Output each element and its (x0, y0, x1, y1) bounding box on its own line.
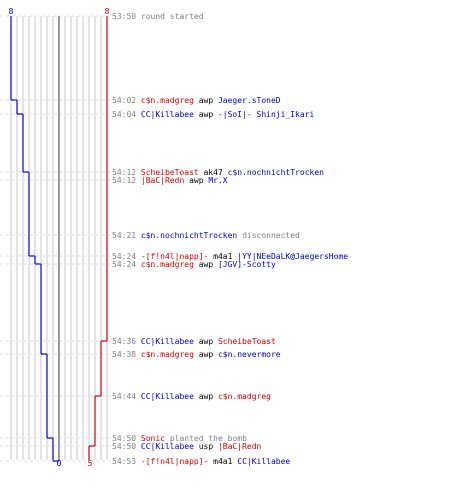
blue-start-count: 8 (9, 7, 14, 16)
event-part: ScheibeToast (136, 168, 199, 177)
event-part: awp (194, 337, 213, 346)
event-entry: 54:50 Sonic planted the bomb (112, 434, 247, 443)
event-part: CC|Killabee (232, 457, 290, 466)
event-part: Mr.X (204, 176, 228, 185)
event-part: m4a1 (208, 457, 232, 466)
event-part: c$n.madgreg (136, 96, 194, 105)
event-part: awp (184, 176, 203, 185)
event-time: 54:38 (112, 350, 136, 359)
event-part: CC|Killabee (136, 392, 194, 401)
red-end-count: 5 (88, 459, 93, 468)
event-entry: 54:04 CC|Killabee awp -|SoI|- Shinji_Ika… (112, 110, 314, 119)
event-part: -[f!n4l|napp]- (136, 252, 208, 261)
event-entry: 53:50 round started (112, 12, 204, 21)
event-time: 54:50 (112, 442, 136, 451)
event-part: CC|Killabee (136, 110, 194, 119)
event-entry: 54:24 -[f!n4l|napp]- m4a1 |YY|NEeDaLK@Ja… (112, 252, 348, 261)
event-part: -|SoI|- Shinji_Ikari (213, 110, 314, 119)
event-part: awp (194, 350, 213, 359)
event-entry: 54:02 c$n.madgreg awp Jaeger.sToneD (112, 96, 281, 105)
event-time: 54:36 (112, 337, 136, 346)
event-time: 53:50 (112, 12, 136, 21)
event-part: c$n.madgreg (136, 350, 194, 359)
blue-team-alive-line (10, 16, 60, 462)
event-part: ScheibeToast (213, 337, 276, 346)
red-start-count: 8 (105, 7, 110, 16)
timeline-grid (0, 15, 112, 462)
event-part: Jaeger.sToneD (213, 96, 281, 105)
event-time: 54:24 (112, 260, 136, 269)
event-part: usp (194, 442, 213, 451)
event-part: ak47 (199, 168, 223, 177)
event-part: c$n.nochnichtTrocken (136, 231, 237, 240)
event-part: m4a1 (208, 252, 232, 261)
event-entry: 54:53 -[f!n4l|napp]- m4a1 CC|Killabee (112, 457, 290, 466)
event-log: 53:50 round started 54:02 c$n.madgreg awp… (112, 12, 348, 466)
event-part: awp (194, 392, 213, 401)
blue-end-count: 0 (57, 459, 62, 468)
event-part: Sonic (136, 434, 165, 443)
event-entry: 54:21 c$n.nochnichtTrocken disconnected (112, 231, 300, 240)
event-time: 54:53 (112, 457, 136, 466)
event-part: c$n.nevermore (213, 350, 281, 359)
event-time: 54:04 (112, 110, 136, 119)
event-entry: 54:44 CC|Killabee awp c$n.madgreg (112, 392, 271, 401)
event-time: 54:12 (112, 168, 136, 177)
event-time: 54:21 (112, 231, 136, 240)
event-entry: 54:24 c$n.madgreg awp [JGV]-Scotty (112, 260, 276, 269)
event-part: CC|Killabee (136, 442, 194, 451)
event-entry: 54:38 c$n.madgreg awp c$n.nevermore (112, 350, 281, 359)
event-part: disconnected (237, 231, 300, 240)
event-part: |BaC|Redn (213, 442, 261, 451)
event-entry: 54:12 ScheibeToast ak47 c$n.nochnichtTro… (112, 168, 324, 177)
event-time: 54:12 (112, 176, 136, 185)
event-time: 54:02 (112, 96, 136, 105)
event-part: CC|Killabee (136, 337, 194, 346)
event-time: 54:50 (112, 434, 136, 443)
event-part: awp (194, 110, 213, 119)
event-entry: 54:12 |BaC|Redn awp Mr.X (112, 176, 228, 185)
event-part: planted the bomb (165, 434, 247, 443)
event-part: awp (194, 96, 213, 105)
event-entry: 54:36 CC|Killabee awp ScheibeToast (112, 337, 276, 346)
event-part: c$n.madgreg (213, 392, 271, 401)
red-team-alive-line (88, 16, 108, 460)
event-part: [JGV]-Scotty (213, 260, 276, 269)
event-time: 54:24 (112, 252, 136, 261)
event-part: awp (194, 260, 213, 269)
event-part: -[f!n4l|napp]- (136, 457, 208, 466)
event-part: |BaC|Redn (136, 176, 184, 185)
event-part: |YY|NEeDaLK@JaegersHome (232, 252, 348, 261)
event-part: c$n.nochnichtTrocken (223, 168, 324, 177)
event-part: round started (136, 12, 204, 21)
event-time: 54:44 (112, 392, 136, 401)
event-entry: 54:50 CC|Killabee usp |BaC|Redn (112, 442, 262, 451)
event-part: c$n.madgreg (136, 260, 194, 269)
